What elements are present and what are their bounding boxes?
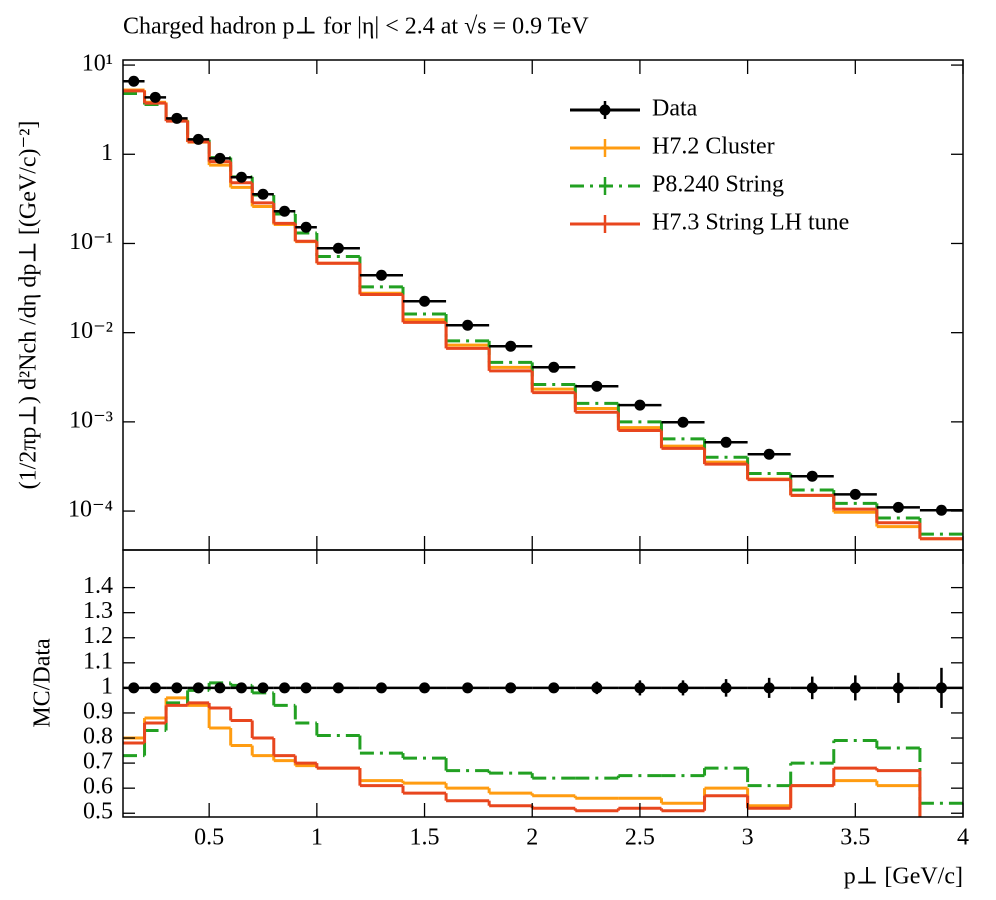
y-tick-label: 10⁻² [69, 318, 113, 344]
data-point [548, 361, 560, 373]
y-tick-label: 10⁻⁴ [68, 497, 113, 523]
data-point [505, 682, 517, 694]
y-tick-label: 1.4 [83, 573, 113, 599]
y-tick-label: 10⁻¹ [69, 229, 113, 255]
y-tick-label: 1.3 [83, 598, 113, 624]
y-tick-label: 10⁻³ [69, 407, 113, 433]
data-point [257, 682, 269, 694]
x-tick-label: 1.5 [410, 825, 440, 851]
data-point [935, 504, 947, 516]
legend-label: H7.2 Cluster [652, 134, 775, 160]
chart-title: Charged hadron p⊥ for |η| < 2.4 at √s = … [123, 14, 589, 40]
data-point [171, 112, 183, 124]
plot-frame [122, 549, 964, 818]
ratio-plot-area [123, 667, 963, 817]
y-tick-label: 0.5 [83, 799, 113, 825]
data-point [462, 319, 474, 331]
x-tick-label: 2.5 [625, 825, 655, 851]
data-point [235, 171, 247, 183]
x-tick-label: 2 [526, 825, 538, 851]
data-point [634, 399, 646, 411]
data-point [720, 682, 732, 694]
data-point [332, 242, 344, 254]
data-point [332, 682, 344, 694]
data-point [171, 682, 183, 694]
data-point [128, 75, 140, 87]
data-point [763, 448, 775, 460]
data-point [634, 682, 646, 694]
y-tick-label: 0.7 [83, 749, 113, 775]
data-point [419, 295, 431, 307]
data-point [763, 682, 775, 694]
data-point [214, 152, 226, 164]
data-point [806, 470, 818, 482]
legend-label: P8.240 String [652, 172, 784, 198]
x-tick-label: 4 [957, 825, 969, 851]
data-point [279, 682, 291, 694]
y-tick-label: 1.2 [83, 623, 113, 649]
data-point [257, 188, 269, 200]
plot-frame [122, 59, 964, 551]
data-point [300, 682, 312, 694]
x-tick-label: 1 [311, 825, 323, 851]
y-tick-label: 1.1 [83, 648, 113, 674]
y-tick-label: 1 [101, 140, 113, 166]
data-point [505, 340, 517, 352]
data-point [462, 682, 474, 694]
legend-swatch [599, 104, 611, 116]
data-point [235, 682, 247, 694]
data-point [849, 682, 861, 694]
data-point [192, 682, 204, 694]
x-tick-label: 3.5 [840, 825, 870, 851]
y-tick-label: 1 [101, 673, 113, 699]
data-point [419, 682, 431, 694]
y-tick-label: 0.8 [83, 724, 113, 750]
data-point [375, 682, 387, 694]
data-point [300, 221, 312, 233]
data-point [935, 682, 947, 694]
data-point [279, 205, 291, 217]
data-point [375, 269, 387, 281]
x-tick-label: 0.5 [194, 825, 224, 851]
data-point [677, 416, 689, 428]
y-tick-label: 10¹ [82, 51, 113, 77]
data-point [591, 682, 603, 694]
data-point [149, 682, 161, 694]
axes: 10¹ 1 10⁻¹ 10⁻² 10⁻³ 10⁻⁴ Data H7.2 Cluster P8.2… [68, 51, 969, 851]
data-point [677, 682, 689, 694]
ratio-y-axis-label: MC/Data [30, 638, 56, 728]
legend-label: Data [652, 96, 698, 122]
y-axis-label: (1/2πp⊥) d²Nch /dη dp⊥ [(GeV/c)⁻²] [16, 121, 42, 490]
x-axis-label: p⊥ [GeV/c] [844, 864, 963, 890]
data-point [720, 436, 732, 448]
main-plot-area [123, 75, 963, 541]
data-point [149, 91, 161, 103]
data-point [892, 501, 904, 513]
x-tick-label: 3 [742, 825, 754, 851]
data-point [806, 682, 818, 694]
y-tick-label: 0.6 [83, 774, 113, 800]
data-point [214, 682, 226, 694]
data-point [548, 682, 560, 694]
data-point [849, 488, 861, 500]
data-point [892, 682, 904, 694]
data-point [591, 380, 603, 392]
legend-label: H7.3 String LH tune [652, 210, 849, 236]
y-tick-label: 0.9 [83, 698, 113, 724]
data-point [192, 133, 204, 145]
